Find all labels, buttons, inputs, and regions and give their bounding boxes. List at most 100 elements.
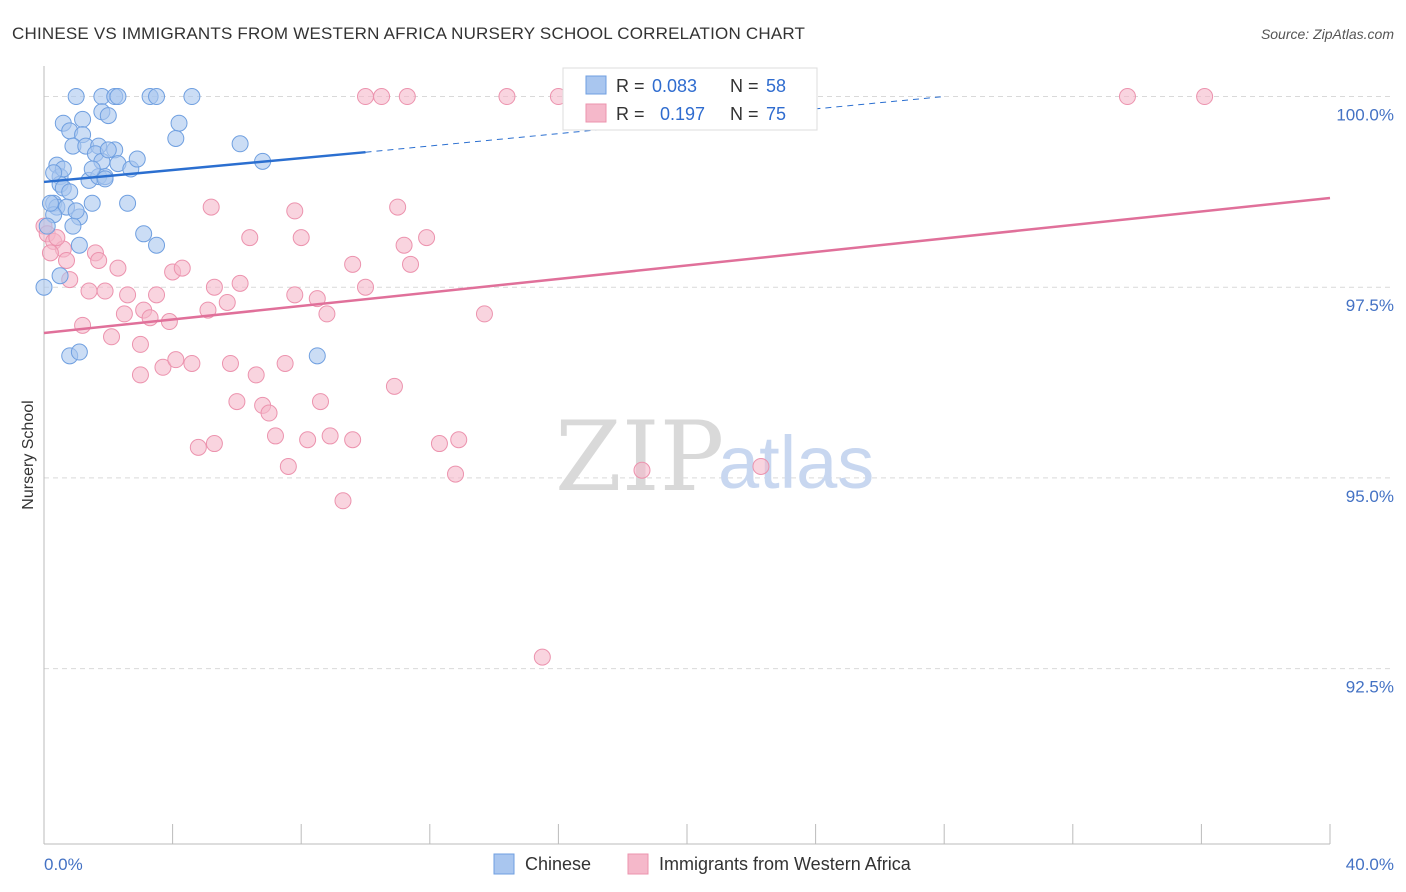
immigrants-point-19 bbox=[119, 286, 137, 304]
immigrants-point-63 bbox=[344, 431, 362, 449]
immigrants-point-73 bbox=[533, 648, 551, 666]
legend-pink-r-label: R = bbox=[616, 104, 645, 124]
series-legend-label-chinese: Chinese bbox=[525, 854, 591, 874]
chinese-point-56 bbox=[45, 164, 63, 182]
immigrants-point-71 bbox=[752, 457, 770, 475]
y-tick-label-1: 97.5% bbox=[1346, 296, 1394, 315]
legend-blue-n-value: 58 bbox=[766, 76, 786, 96]
chinese-point-6 bbox=[183, 88, 201, 106]
stats-legend: R = 0.083 N = 58 R = 0.197 N = 75 bbox=[562, 67, 818, 131]
chinese-point-44 bbox=[51, 267, 69, 285]
immigrants-point-53 bbox=[247, 366, 265, 384]
chinese-point-43 bbox=[70, 236, 88, 254]
immigrants-point-66 bbox=[430, 435, 448, 453]
immigrants-point-12 bbox=[58, 252, 76, 269]
y-tick-labels: 100.0% 97.5% 95.0% 92.5% bbox=[1336, 106, 1394, 697]
immigrants-point-24 bbox=[231, 274, 249, 292]
chinese-point-35 bbox=[83, 194, 101, 212]
chinese-point-0 bbox=[67, 88, 85, 106]
y-tick-label-3: 92.5% bbox=[1346, 678, 1394, 697]
immigrants-point-26 bbox=[218, 293, 236, 311]
legend-pink-n-value: 75 bbox=[766, 104, 786, 124]
legend-swatch-pink bbox=[585, 103, 607, 123]
immigrants-point-61 bbox=[299, 431, 317, 449]
immigrants-point-14 bbox=[90, 252, 108, 269]
chinese-point-55 bbox=[128, 150, 146, 168]
y-tick-label-0: 100.0% bbox=[1336, 106, 1394, 125]
trend-line-chinese bbox=[43, 150, 366, 184]
immigrants-point-74 bbox=[48, 229, 66, 247]
immigrants-point-62 bbox=[321, 427, 339, 445]
immigrants-point-2 bbox=[398, 88, 416, 106]
immigrants-point-40 bbox=[202, 198, 220, 216]
watermark-zip: ZIP bbox=[555, 401, 724, 513]
chinese-point-8 bbox=[99, 107, 117, 125]
immigrants-point-27 bbox=[115, 305, 133, 323]
immigrants-point-42 bbox=[286, 202, 304, 220]
immigrants-point-57 bbox=[260, 404, 278, 422]
immigrants-point-15 bbox=[109, 259, 127, 277]
chinese-point-19 bbox=[231, 135, 249, 153]
immigrants-point-49 bbox=[154, 358, 172, 376]
x-tick-label-min: 0.0% bbox=[44, 855, 83, 874]
chinese-point-45 bbox=[35, 278, 53, 296]
chinese-point-40 bbox=[64, 217, 82, 235]
chinese-point-10 bbox=[74, 110, 92, 128]
immigrants-point-58 bbox=[311, 393, 329, 411]
immigrants-point-60 bbox=[266, 427, 284, 445]
immigrants-point-35 bbox=[357, 278, 374, 296]
immigrants-point-50 bbox=[167, 351, 185, 369]
chinese-point-36 bbox=[119, 194, 137, 212]
chart-title: CHINESE VS IMMIGRANTS FROM WESTERN AFRIC… bbox=[12, 24, 805, 43]
watermark: ZIP atlas bbox=[555, 401, 874, 513]
immigrants-point-48 bbox=[131, 366, 149, 384]
immigrants-point-22 bbox=[173, 259, 191, 277]
chinese-point-41 bbox=[135, 225, 153, 243]
immigrants-point-65 bbox=[205, 435, 223, 453]
immigrants-point-51 bbox=[183, 354, 201, 372]
chinese-point-54 bbox=[99, 141, 117, 159]
series-immigrants-western-africa-points bbox=[35, 88, 1214, 666]
immigrants-point-18 bbox=[96, 282, 114, 300]
immigrants-point-43 bbox=[292, 229, 310, 247]
chinese-point-57 bbox=[96, 170, 114, 188]
immigrants-point-69 bbox=[447, 465, 465, 483]
legend-blue-n-label: N = bbox=[730, 76, 759, 96]
chart-source: Source: ZipAtlas.com bbox=[1261, 26, 1394, 42]
chinese-point-31 bbox=[61, 183, 79, 201]
x-axis-ticks bbox=[172, 824, 1331, 844]
series-legend-swatch-chinese bbox=[493, 853, 515, 875]
immigrants-point-11 bbox=[41, 244, 59, 262]
watermark-atlas: atlas bbox=[718, 421, 874, 504]
immigrants-point-1 bbox=[373, 88, 391, 106]
immigrants-point-59 bbox=[385, 377, 403, 395]
legend-swatch-blue bbox=[585, 75, 607, 95]
immigrants-point-33 bbox=[318, 305, 336, 323]
y-axis-title: Nursery School bbox=[20, 400, 37, 509]
immigrants-point-20 bbox=[148, 286, 166, 304]
immigrants-point-39 bbox=[475, 305, 493, 323]
legend-blue-r-label: R = bbox=[616, 76, 645, 96]
immigrants-point-45 bbox=[74, 316, 92, 334]
immigrants-point-46 bbox=[103, 328, 121, 346]
trend-line-immigrants bbox=[43, 196, 1331, 335]
immigrants-point-70 bbox=[633, 461, 651, 479]
immigrants-point-17 bbox=[80, 282, 98, 300]
chinese-point-52 bbox=[41, 194, 59, 212]
chinese-point-14 bbox=[167, 129, 185, 147]
immigrants-point-5 bbox=[1118, 88, 1136, 106]
immigrants-point-31 bbox=[286, 286, 304, 304]
immigrants-point-23 bbox=[205, 278, 223, 296]
legend-blue-r-value: 0.083 bbox=[652, 76, 697, 96]
series-legend-label-immigrants: Immigrants from Western Africa bbox=[659, 854, 912, 874]
gridlines bbox=[44, 96, 1394, 670]
legend-pink-n-label: N = bbox=[730, 104, 759, 124]
immigrants-point-34 bbox=[344, 255, 362, 273]
immigrants-point-3 bbox=[498, 88, 516, 106]
immigrants-point-54 bbox=[276, 354, 294, 372]
chinese-point-3 bbox=[109, 88, 127, 106]
immigrants-point-52 bbox=[221, 354, 239, 372]
chinese-point-5 bbox=[148, 88, 166, 106]
immigrants-point-41 bbox=[241, 229, 259, 247]
